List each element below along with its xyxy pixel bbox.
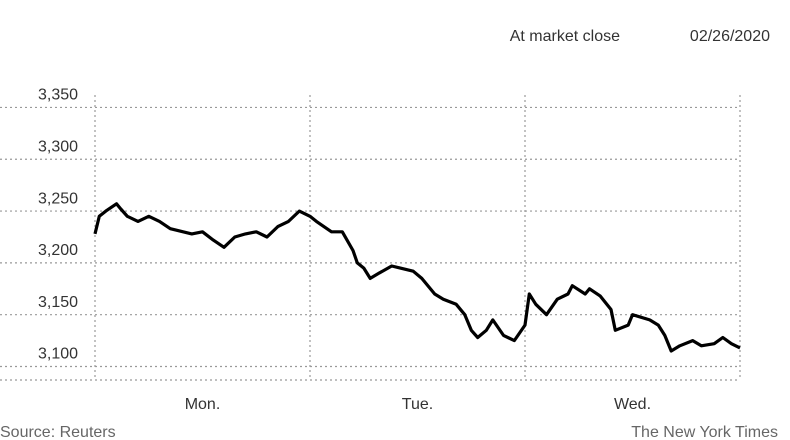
source: Source: Reuters (0, 424, 116, 440)
y-tick-label: 3,350 (38, 87, 78, 104)
y-tick-label: 3,300 (38, 138, 78, 155)
x-tick-label: Mon. (185, 396, 221, 413)
y-tick-label: 3,100 (38, 346, 78, 363)
credit: The New York Times (631, 424, 778, 440)
y-tick-label: 3,200 (38, 242, 78, 259)
price-line (93, 202, 741, 353)
x-tick-label: Wed. (614, 396, 651, 413)
y-tick-label: 3,250 (38, 190, 78, 207)
y-tick-label: 3,150 (38, 294, 78, 311)
note: At market close (510, 28, 620, 45)
x-tick-label: Tue. (402, 396, 433, 413)
date: 02/26/2020 (690, 28, 770, 45)
